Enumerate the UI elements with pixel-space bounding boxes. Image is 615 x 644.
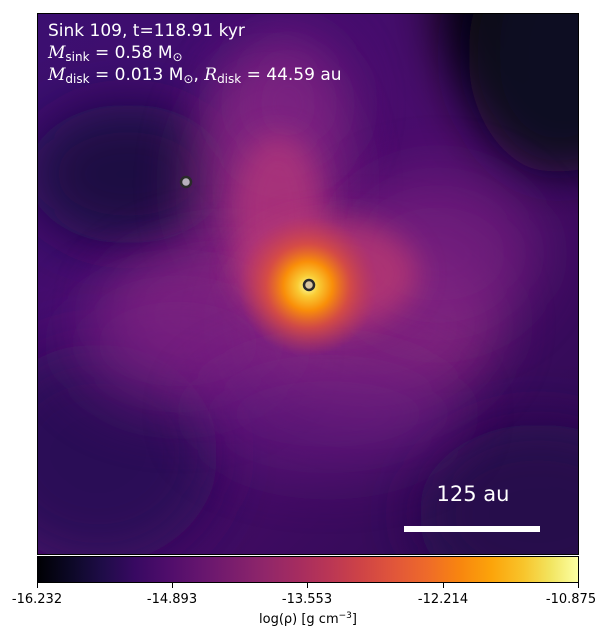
disk-radius-subscript: disk <box>217 72 242 86</box>
colorbar-tick-label: -16.232 <box>11 592 63 607</box>
colorbar-label: log(ρ) [g cm−3] <box>200 611 416 628</box>
colorbar-tick <box>172 583 173 588</box>
disk-radius-symbol: R <box>204 65 218 85</box>
colorbar-tick-label: -10.875 <box>545 592 597 607</box>
sink-title: Sink 109, t=118.91 kyr <box>48 21 245 41</box>
sink-mass-symbol: M <box>48 43 66 63</box>
colorbar <box>37 556 579 583</box>
sink-mass: Msink = 0.58 M⊙ <box>48 43 183 64</box>
disk-mass-value: = 0.013 M <box>94 65 184 85</box>
colorbar-tick <box>443 583 444 588</box>
colorbar-label-exponent: −3 <box>338 611 352 621</box>
scalebar-line <box>404 526 540 532</box>
colorbar-tick <box>37 583 38 588</box>
disk-mass-unit-subscript: ⊙ <box>183 72 194 86</box>
colorbar-label-suffix: ] <box>351 612 357 627</box>
disk-properties: Mdisk = 0.013 M⊙, Rdisk = 44.59 au <box>48 65 342 86</box>
colorbar-tick-label: -14.893 <box>146 592 198 607</box>
scalebar-label: 125 au <box>436 482 510 506</box>
density-map: Sink 109, t=118.91 kyr Msink = 0.58 M⊙ M… <box>37 13 579 555</box>
colorbar-tick <box>578 583 579 588</box>
sink-mass-value: = 0.58 M <box>94 43 173 63</box>
sink-secondary-marker <box>179 175 193 189</box>
colorbar-label-prefix: log(ρ) [g cm <box>259 612 339 627</box>
disk-mass-symbol: M <box>48 65 66 85</box>
sink-mass-subscript: sink <box>65 50 90 64</box>
colorbar-tick-label: -12.214 <box>417 592 469 607</box>
colorbar-tick-label: -13.553 <box>281 592 333 607</box>
sink-primary-marker <box>302 278 316 292</box>
disk-separator: , <box>193 65 205 85</box>
disk-mass-subscript: disk <box>65 72 90 86</box>
density-map-image <box>38 14 578 554</box>
sink-mass-unit-subscript: ⊙ <box>172 50 183 64</box>
colorbar-tick <box>307 583 308 588</box>
disk-radius-value: = 44.59 au <box>246 65 342 85</box>
